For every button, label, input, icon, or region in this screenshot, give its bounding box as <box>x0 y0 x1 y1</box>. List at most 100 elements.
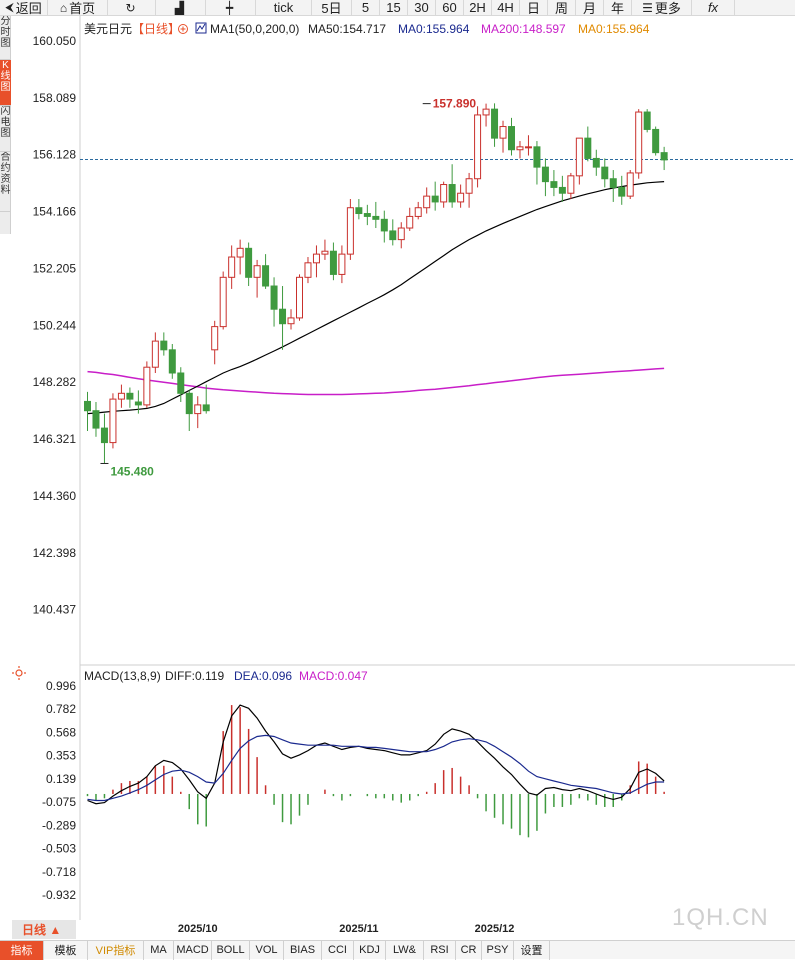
candle-down <box>584 137 592 159</box>
macd-tick-label: -0.503 <box>42 841 76 855</box>
candle-up <box>423 195 431 209</box>
toolbar-item-5日[interactable]: 5日 <box>312 0 352 16</box>
candle-up <box>414 207 422 217</box>
toolbar-item-tick[interactable]: tick <box>256 0 312 16</box>
candle-up <box>575 137 583 177</box>
candle-down <box>431 195 439 203</box>
price-tick-label: 160.050 <box>33 34 77 48</box>
indicator-tab[interactable]: MACD <box>174 940 212 960</box>
indicator-tab[interactable]: 设置 <box>514 940 550 960</box>
candles <box>84 103 668 464</box>
candle-up <box>457 192 465 203</box>
candle-down <box>270 285 278 310</box>
toolbar-item-日[interactable]: 日 <box>520 0 548 16</box>
candle-up <box>397 227 405 241</box>
toolbar-item-15[interactable]: 15 <box>380 0 408 16</box>
candle-down <box>329 250 337 275</box>
left-sidebar: 分时图 K线图 闪电图 合约资料 <box>0 16 11 234</box>
settings-sun-icon[interactable] <box>12 666 26 680</box>
toolbar-item-label: 2H <box>469 0 486 15</box>
kline-chart[interactable]: 160.050 158.089 156.128 154.166 152.205 150.2… <box>0 0 795 940</box>
indicator-tab[interactable]: CR <box>456 940 482 960</box>
candle-up <box>440 184 448 203</box>
macd-axis: 0.996 0.782 0.568 0.353 0.139 -0.075 -0.289 -0.… <box>42 679 76 902</box>
macd-tick-label: 0.353 <box>46 749 76 763</box>
symbol-name: 美元日元 <box>84 22 132 36</box>
candle-up <box>143 366 151 406</box>
toolbar-item-60[interactable]: 60 <box>436 0 464 16</box>
candle-down <box>168 349 176 374</box>
indicator-tab[interactable]: 指标 <box>0 940 44 960</box>
toolbar-item-refresh[interactable]: ↻ <box>108 0 156 16</box>
toolbar-item-更多[interactable]: ☰ 更多 <box>632 0 692 16</box>
sidebar-tab[interactable]: 分时图 <box>0 16 11 60</box>
macd-tick-label: 0.139 <box>46 772 76 786</box>
indicator-tab[interactable]: RSI <box>424 940 456 960</box>
toolbar-item-label: 周 <box>554 1 568 16</box>
refresh-icon: ↻ <box>125 0 136 15</box>
candle-down <box>380 218 388 232</box>
toolbar-item-年[interactable]: 年 <box>604 0 632 16</box>
price-tick-label: 148.282 <box>33 375 77 389</box>
candle-up <box>296 276 303 319</box>
indicator-tab[interactable]: BOLL <box>212 940 250 960</box>
candle-down <box>134 401 142 406</box>
toolbar-item-首页[interactable]: ⌂ 首页 <box>48 0 108 16</box>
candle-down <box>448 184 456 203</box>
toolbar-item-fx[interactable]: fx <box>692 0 735 16</box>
toolbar-item-返回[interactable]: ⮜ 返回 <box>0 0 48 16</box>
candle-down <box>84 400 91 412</box>
candle-down <box>279 308 287 325</box>
sidebar-tab[interactable]: K线图 <box>0 60 11 106</box>
indicator-tab[interactable]: MA <box>144 940 174 960</box>
toolbar-item-30[interactable]: 30 <box>408 0 436 16</box>
indicator-tab[interactable]: BIAS <box>284 940 322 960</box>
price-tick-label: 152.205 <box>33 261 77 275</box>
macd-dea-value: DEA:0.096 <box>234 669 292 683</box>
sidebar-tab[interactable]: 合约资料 <box>0 152 11 212</box>
toolbar-item-label: 首页 <box>69 1 96 16</box>
toolbar-item-bar-chart[interactable]: ▟ <box>156 0 206 16</box>
candle-down <box>592 157 600 168</box>
candle-down <box>177 372 185 394</box>
toolbar-item-周[interactable]: 周 <box>548 0 576 16</box>
top-toolbar: ⮜ 返回 ⌂ 首页 ↻ ▟ ┿ tick 5日 5 15 30 60 2H 4H 日周月年 ☰ 更多 fx <box>0 0 795 16</box>
period-label: 【日线】 <box>132 22 180 36</box>
macd-tick-label: 0.996 <box>46 679 76 693</box>
candle-down <box>185 392 193 415</box>
circle-plus-icon[interactable] <box>178 24 188 34</box>
indicator-tab[interactable]: VOL <box>250 940 284 960</box>
indicator-tab[interactable]: 模板 <box>44 940 88 960</box>
candle-up <box>635 111 643 174</box>
candle-up <box>626 172 634 197</box>
toolbar-item-label: 月 <box>582 1 596 16</box>
candle-down <box>550 181 558 188</box>
period-button[interactable]: 日线 ▲ <box>12 920 76 939</box>
candle-up <box>346 207 354 255</box>
indicator-tab[interactable]: KDJ <box>354 940 386 960</box>
toolbar-item-label: 5 <box>361 0 370 15</box>
indicator-tab[interactable]: PSY <box>482 940 514 960</box>
candle-down <box>558 186 566 194</box>
indicator-icon[interactable] <box>195 22 207 34</box>
macd-tick-label: 0.782 <box>46 702 76 716</box>
indicator-tab[interactable]: CCI <box>322 940 354 960</box>
toolbar-item-4h[interactable]: 4H <box>492 0 520 16</box>
menu-icon: ☰ <box>642 0 653 15</box>
indicator-tab[interactable]: LW& <box>386 940 424 960</box>
price-tick-label: 142.398 <box>33 546 77 560</box>
candle-up <box>567 175 575 194</box>
ma50-value: MA50:154.717 <box>308 22 386 36</box>
toolbar-item-label: 60 <box>442 0 457 15</box>
candle-up <box>499 126 507 139</box>
candle-up <box>109 398 117 444</box>
toolbar-item-2h[interactable]: 2H <box>464 0 492 16</box>
high-marker-label: 157.890 <box>433 97 477 111</box>
macd-tick-label: -0.289 <box>42 818 76 832</box>
toolbar-item-candlestick[interactable]: ┿ <box>206 0 256 16</box>
toolbar-item-月[interactable]: 月 <box>576 0 604 16</box>
ma0b-value: MA0:155.964 <box>578 22 650 36</box>
toolbar-item-5[interactable]: 5 <box>352 0 380 16</box>
sidebar-tab[interactable]: 闪电图 <box>0 106 11 152</box>
indicator-tab[interactable]: VIP指标 <box>88 940 144 960</box>
